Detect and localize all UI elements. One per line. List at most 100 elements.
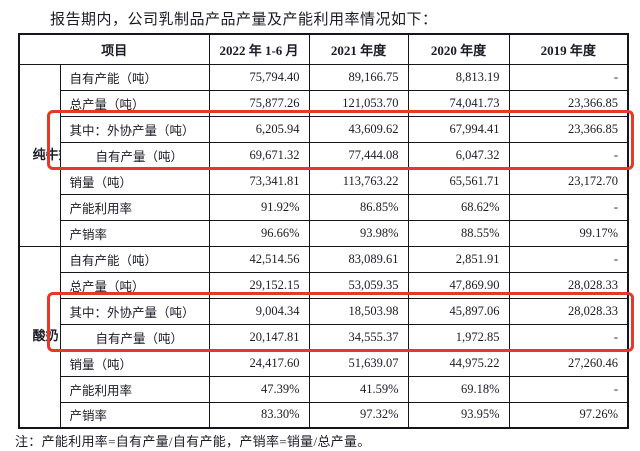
row-label: 销量（吨） [59,349,210,377]
table-row: 产销率 83.30% 97.32% 93.95% 97.26% [19,401,629,429]
table-row: 酸奶 自有产能（吨） 42,514.56 83,089.61 2,851.91- [18,245,629,429]
value-cell: 28,028.33 [508,297,629,325]
table-body: 纯牛奶自有产能（吨）75,794.4089,166.758,813.19-总产量… [18,63,629,429]
value-cell: 18,503.98 [308,297,409,325]
value-cell: 65,561.71 [407,167,510,195]
row-label: 产能利用率 [59,375,210,403]
value-cell: 67,994.41 [407,115,510,143]
value-cell: 51,639.07 [308,349,409,377]
category-cell: 纯牛奶 [18,63,61,247]
value-cell: 97.32% [308,401,409,429]
value-cell: - [508,193,629,221]
table-row: 产能利用率 47.39% 41.59% 69.18% - [19,375,629,403]
value-cell: 45,897.06 [407,297,510,325]
value-cell: 77,444.08 [308,141,409,169]
table-row: 产能利用率 91.92% 86.85% 68.62% - [19,193,629,221]
value-cell: 113,763.22 [308,167,409,195]
table-row: 产销率 96.66% 93.98% 88.55% 99.17% [19,219,629,247]
table-row: 其中：外协产量（吨） 9,004.34 18,503.98 45,897.06 28,0… [19,297,629,325]
value-cell: 88.55% [407,219,510,247]
value-cell: 6,205.94 [208,115,310,143]
table-row: 总产量（吨） 75,877.26 121,053.70 74,041.73 23,366… [19,89,629,117]
value-cell: 8,813.19 [407,63,510,91]
row-label: 自有产量（吨） [59,323,210,351]
category-label: 酸奶 [32,328,59,344]
value-cell: 9,004.34 [208,297,310,325]
value-cell: 2,851.91 [407,245,510,273]
page-title: 报告期内，公司乳制品产品产量及产能利用率情况如下： [50,12,438,28]
value-cell: 53,059.35 [308,271,409,299]
value-cell: 86.85% [308,193,409,221]
value-cell: 6,047.32 [407,141,510,169]
value-cell: 74,041.73 [407,89,510,117]
value-cell: 83.30% [208,401,310,429]
value-cell: 43,609.62 [308,115,409,143]
category-cell: 酸奶 [18,245,61,429]
value-cell: 69.18% [407,375,510,403]
value-cell: 47,869.90 [407,271,510,299]
value-cell: - [508,141,629,169]
table-header: 项目 2022 年 1-6 月 2021 年度 2020 年度 2019 年度 [18,33,629,65]
row-label: 自有产能（吨） [59,63,210,91]
table-row: 总产量（吨） 29,152.15 53,059.35 47,869.90 28,028.… [19,271,629,299]
row-label: 产销率 [59,401,210,429]
value-cell: 28,028.33 [508,271,629,299]
value-cell: 121,053.70 [308,89,409,117]
table-row: 自有产量（吨） 69,671.32 77,444.08 6,047.32- [19,141,629,169]
value-cell: 29,152.15 [208,271,310,299]
header-period-cell: 2021 年度 [308,33,409,65]
footnote: 注：产能利用率=自有产量/自有产能，产销率=销量/总产量。 [15,434,371,449]
value-cell: 83,089.61 [308,245,409,273]
row-label: 自有产能（吨） [59,245,210,273]
table-row: 其中：外协产量（吨） 6,205.94 43,609.62 67,994.41 23,3… [19,115,629,143]
table-row: 销量（吨） 73,341.81 113,763.22 65,561.71 23,172.… [19,167,629,195]
row-label: 产销率 [59,219,210,247]
header-period-cell: 2022 年 1-6 月 [208,33,310,65]
value-cell: 93.95% [407,401,510,429]
value-cell: 24,417.60 [208,349,310,377]
value-cell: 23,366.85 [508,115,629,143]
value-cell: 89,166.75 [308,63,409,91]
table-row: 自有产量（吨） 20,147.81 34,555.37 1,972.85- [19,323,629,351]
value-cell: 42,514.56 [208,245,310,273]
value-cell: 27,260.46 [508,349,629,377]
value-cell: - [508,245,629,273]
value-cell: 23,172.70 [508,167,629,195]
value-cell: 97.26% [508,401,629,429]
row-label: 其中：外协产量（吨） [59,297,210,325]
header-row: 项目 2022 年 1-6 月 2021 年度 2020 年度 2019 年度 [18,33,629,65]
row-label: 产能利用率 [59,193,210,221]
value-cell: 41.59% [308,375,409,403]
value-cell: 96.66% [208,219,310,247]
value-cell: 91.92% [208,193,310,221]
value-cell: - [508,63,629,91]
value-cell: - [508,375,629,403]
value-cell: - [508,323,629,351]
value-cell: 1,972.85 [407,323,510,351]
row-label: 总产量（吨） [59,89,210,117]
header-period-cell: 2019 年度 [508,33,629,65]
value-cell: 44,975.22 [407,349,510,377]
row-label: 其中：外协产量（吨） [59,115,210,143]
value-cell: 75,877.26 [208,89,310,117]
value-cell: 69,671.32 [208,141,310,169]
value-cell: 68.62% [407,193,510,221]
value-cell: 20,147.81 [208,323,310,351]
value-cell: 75,794.40 [208,63,310,91]
row-label: 销量（吨） [59,167,210,195]
category-label: 纯牛奶 [32,146,59,162]
value-cell: 23,366.85 [508,89,629,117]
header-item-cell: 项目 [18,33,210,65]
row-label: 总产量（吨） [59,271,210,299]
row-label: 自有产量（吨） [59,141,210,169]
value-cell: 73,341.81 [208,167,310,195]
value-cell: 47.39% [208,375,310,403]
value-cell: 99.17% [508,219,629,247]
value-cell: 93.98% [308,219,409,247]
value-cell: 34,555.37 [308,323,409,351]
header-period-cell: 2020 年度 [407,33,510,65]
